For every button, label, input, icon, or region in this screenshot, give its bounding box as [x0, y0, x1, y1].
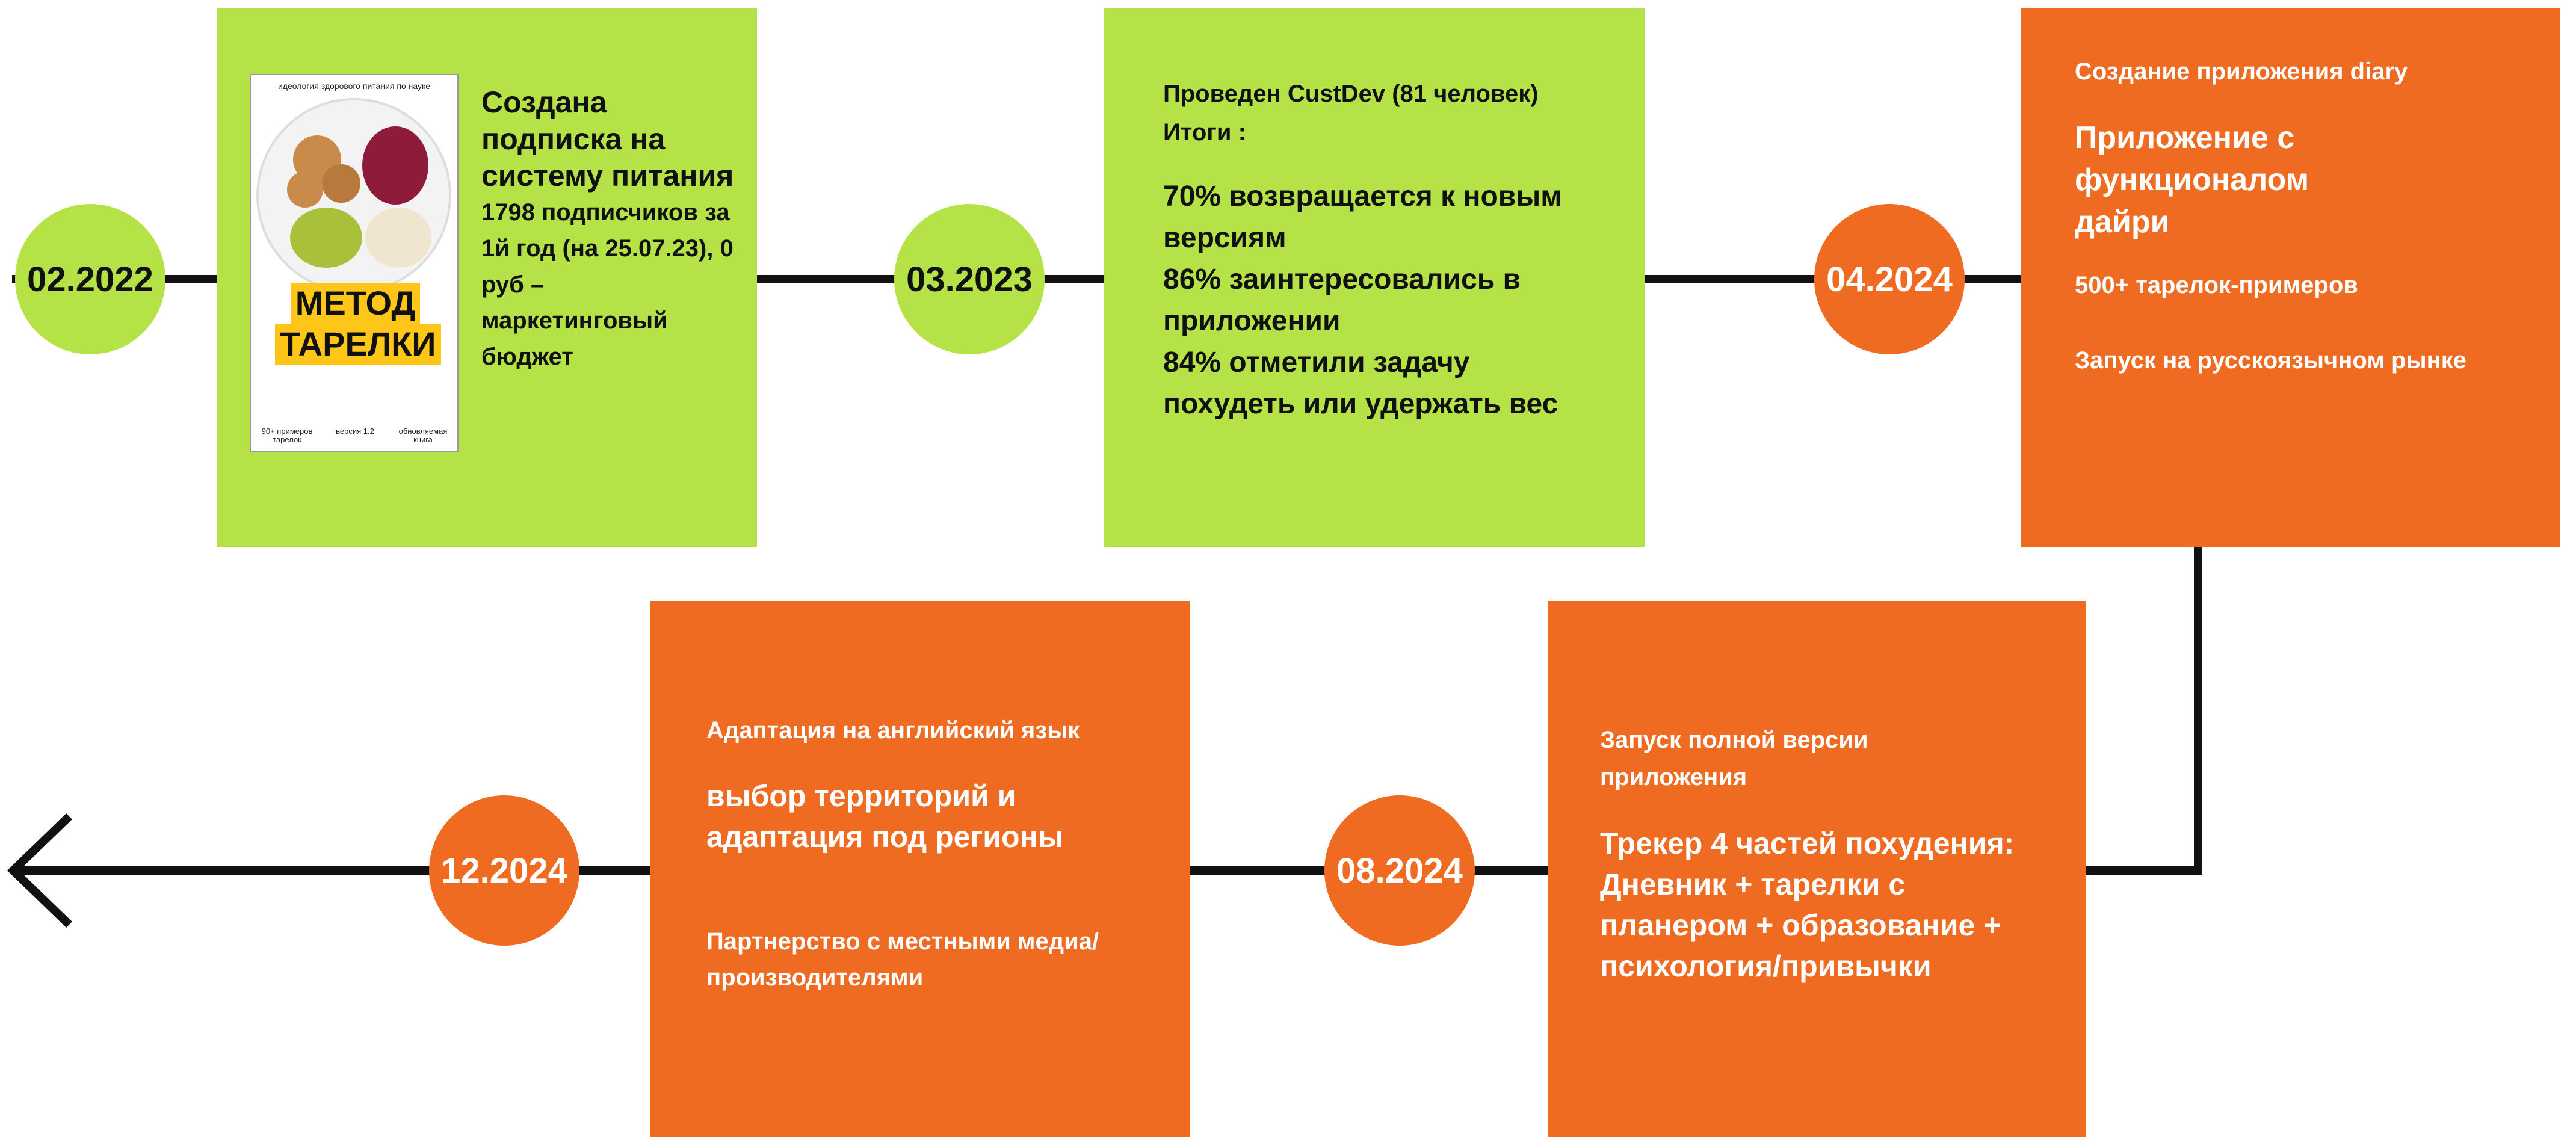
- card: Адаптация на английский язык выбор терри…: [650, 601, 1190, 1137]
- date-circle: 03.2023: [894, 204, 1045, 354]
- card-intro: Проведен CustDev (81 человек): [1163, 75, 1596, 113]
- card-text: Проведен CustDev (81 человек) Итоги : 70…: [1163, 75, 1596, 425]
- card-text: Создание приложения diary Приложение с ф…: [2075, 57, 2520, 375]
- page: идеология здорового питания по науке МЕТ…: [0, 0, 2576, 1137]
- card-point: Партнерство с местными медиа/ производит…: [706, 923, 1128, 996]
- card-heading: выбор территорий и адаптация под регионы: [706, 775, 1092, 857]
- book-cover: идеология здорового питания по науке МЕТ…: [250, 74, 459, 452]
- book-feature: обновляемая книга: [393, 427, 453, 444]
- card-caption: Создание приложения diary: [2075, 57, 2520, 87]
- card-caption: Адаптация на английский язык: [706, 715, 1152, 745]
- book-feature: 90+ примеров тарелок: [257, 427, 317, 444]
- book-feature: версия 1.2: [325, 427, 385, 436]
- date-circle: 04.2024: [1814, 204, 1965, 354]
- card-heading: Трекер 4 частей похудения: Дневник + тар…: [1600, 823, 2033, 987]
- card-result: 70% возвращается к новым версиям: [1163, 176, 1596, 259]
- card-result: 86% заинтересовались в приложении: [1163, 259, 1596, 342]
- book-subtitle: идеология здорового питания по науке: [251, 81, 457, 91]
- card-intro: Итоги :: [1163, 113, 1596, 152]
- card: Запуск полной версии приложения Трекер 4…: [1548, 601, 2086, 1137]
- card-heading: Приложение с функционалом дайри: [2075, 117, 2412, 243]
- card-result: 84% отметили задачу похудеть или удержат…: [1163, 342, 1596, 425]
- card-point: 500+ тарелок-примеров: [2075, 270, 2520, 300]
- card-text: Создана подписка на систему питания 1798…: [481, 84, 734, 375]
- card-text: Запуск полной версии приложения Трекер 4…: [1600, 721, 2045, 987]
- card-body: 1798 подписчиков за 1й год (на 25.07.23)…: [481, 194, 734, 375]
- date-circle: 08.2024: [1324, 795, 1475, 946]
- plate: [251, 93, 457, 298]
- card-point: Запуск на русскоязычном рынке: [2075, 345, 2520, 375]
- date-circle: 12.2024: [429, 795, 579, 946]
- book-title-line: МЕТОД: [291, 283, 421, 324]
- book-title-line: ТАРЕЛКИ: [275, 324, 441, 365]
- card-caption: Запуск полной версии приложения: [1600, 721, 1937, 796]
- card: Создание приложения diary Приложение с ф…: [2021, 8, 2560, 547]
- card-text: Адаптация на английский язык выбор терри…: [706, 715, 1152, 996]
- card-heading: Создана подписка на систему питания: [481, 84, 734, 194]
- card: Проведен CustDev (81 человек) Итоги : 70…: [1104, 8, 1645, 547]
- date-circle: 02.2022: [15, 204, 165, 354]
- book-title: МЕТОД ТАРЕЛКИ: [275, 283, 436, 365]
